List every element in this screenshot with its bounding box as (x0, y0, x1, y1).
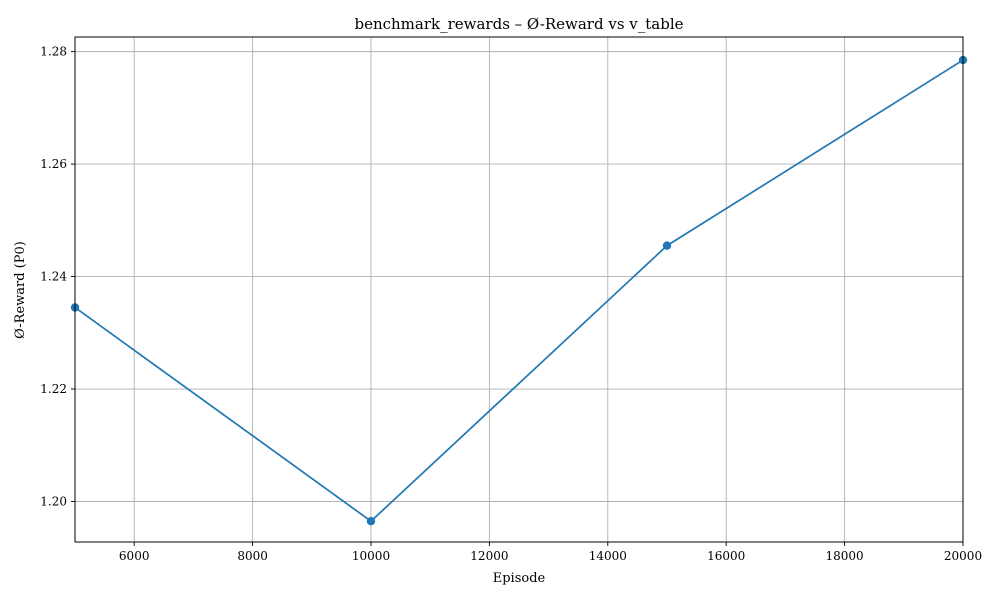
x-tick-label: 16000 (707, 549, 745, 563)
grid-lines (75, 37, 964, 542)
x-tick-label: 12000 (470, 549, 508, 563)
x-tick-label: 18000 (826, 549, 864, 563)
data-point-marker (366, 516, 376, 526)
x-tick-label: 8000 (237, 549, 268, 563)
y-tick-label: 1.26 (40, 157, 67, 171)
x-axis-ticks: 6000 8000 10000 12000 14000 16000 18000 20000 (119, 542, 982, 563)
data-series (70, 55, 968, 526)
chart-title: benchmark_rewards – Ø-Reward vs v_table (354, 15, 683, 33)
y-tick-label: 1.24 (40, 270, 67, 284)
plot-area-frame (74, 36, 964, 543)
x-axis-label: Episode (493, 571, 546, 586)
y-tick-label: 1.28 (40, 45, 67, 59)
y-tick-label: 1.22 (40, 382, 67, 396)
x-tick-label: 20000 (944, 549, 982, 563)
y-tick-label: 1.20 (40, 495, 67, 509)
x-tick-label: 14000 (589, 549, 627, 563)
x-tick-label: 10000 (352, 549, 390, 563)
data-point-marker (662, 241, 672, 250)
x-tick-label: 6000 (119, 549, 150, 563)
series-line (74, 59, 964, 523)
y-axis-ticks: 1.20 1.22 1.24 1.26 1.28 (40, 45, 75, 509)
y-axis-label: Ø-Reward (P0) (13, 241, 28, 339)
